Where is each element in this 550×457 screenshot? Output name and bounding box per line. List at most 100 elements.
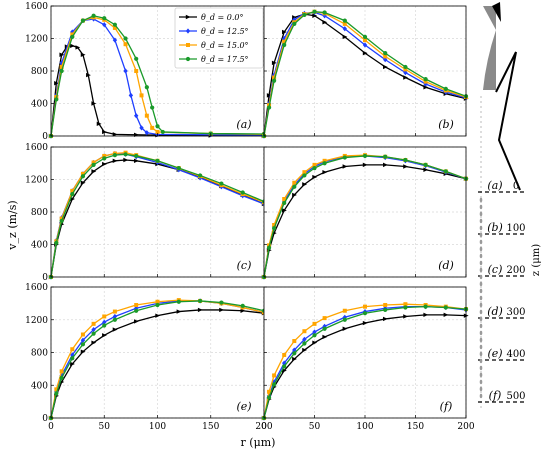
data-point xyxy=(312,166,317,171)
data-point xyxy=(302,170,307,175)
data-point xyxy=(383,51,388,56)
nozzle-inner-white xyxy=(483,6,496,90)
data-point xyxy=(403,164,408,169)
panel-label: (d) xyxy=(438,259,454,272)
series-3 xyxy=(261,304,469,421)
wall-profile-line xyxy=(495,51,521,191)
nozzle-diagram: (a) 0 (b) 100 (c) 200 (d) 300 (e) 400 (f) 500 xyxy=(478,2,527,410)
panel-f: 0 50 100 150 200 (f) xyxy=(261,286,475,432)
legend-box xyxy=(174,7,264,69)
data-point xyxy=(443,312,449,318)
data-point xyxy=(112,37,118,43)
y-tick-label: 800 xyxy=(31,208,48,218)
data-point xyxy=(80,18,86,23)
panel-e: 0 400 800 1200 1600 0 50 100 150 200 (e) xyxy=(25,283,273,432)
x-tick-label: 50 xyxy=(309,422,321,432)
droplet-shape xyxy=(479,253,483,259)
data-point xyxy=(112,22,117,27)
data-point xyxy=(302,173,307,178)
data-point xyxy=(70,192,75,197)
y-tick-label: 0 xyxy=(42,414,48,424)
x-tick-label: 0 xyxy=(261,422,267,432)
data-point xyxy=(75,45,81,50)
data-point xyxy=(282,200,287,206)
data-point xyxy=(80,349,86,354)
data-point xyxy=(312,329,317,335)
series-line xyxy=(50,16,265,137)
data-point xyxy=(134,113,139,119)
y-tick-label: 800 xyxy=(31,349,48,359)
station-value: 200 xyxy=(506,265,525,276)
data-point xyxy=(292,351,297,356)
data-point xyxy=(383,64,388,70)
data-point xyxy=(282,42,287,48)
data-point xyxy=(123,36,128,41)
data-point xyxy=(282,352,287,357)
data-point xyxy=(342,18,347,23)
data-point xyxy=(59,375,64,380)
droplet-shape xyxy=(479,365,483,371)
panel-c: 0 400 800 1200 1600 (c) xyxy=(25,143,267,283)
data-point xyxy=(312,174,318,180)
x-tick-label: 150 xyxy=(202,422,219,432)
data-point xyxy=(342,155,347,160)
data-point xyxy=(91,13,96,18)
data-point xyxy=(59,372,64,379)
data-point xyxy=(362,50,368,56)
data-point xyxy=(54,387,59,392)
droplet-shape xyxy=(479,316,483,322)
x-tick-label: 200 xyxy=(255,422,272,432)
data-point xyxy=(80,171,85,176)
data-point xyxy=(134,69,139,73)
station-value: 500 xyxy=(506,391,525,402)
droplet-shape xyxy=(479,393,483,399)
data-point xyxy=(219,300,224,305)
data-point xyxy=(267,389,272,394)
data-point xyxy=(383,162,388,168)
data-point xyxy=(272,78,277,83)
legend-label: θ_d = 15.0° xyxy=(201,41,249,50)
data-point xyxy=(362,153,368,159)
data-point xyxy=(54,97,59,102)
panel-d: (d) xyxy=(261,146,469,280)
x-tick-label: 150 xyxy=(407,422,424,432)
data-point xyxy=(342,34,348,40)
station-value: 0 xyxy=(513,181,519,192)
legend-marker xyxy=(185,28,191,34)
data-point xyxy=(80,332,85,337)
data-point xyxy=(383,303,388,308)
droplet-shape xyxy=(479,358,483,364)
data-point xyxy=(322,20,328,25)
series-line xyxy=(50,152,265,278)
data-point xyxy=(128,92,134,98)
series-line xyxy=(50,18,265,137)
series-line xyxy=(50,153,265,278)
data-point xyxy=(302,12,307,18)
data-point xyxy=(59,369,64,374)
data-point xyxy=(155,129,160,134)
data-point xyxy=(134,158,139,164)
droplet-shape xyxy=(479,204,483,210)
data-point xyxy=(423,77,428,82)
data-point xyxy=(197,307,203,313)
data-point xyxy=(96,121,102,127)
data-point xyxy=(322,326,327,331)
y-tick-label: 400 xyxy=(31,241,48,251)
y-tick-label: 400 xyxy=(31,100,48,110)
data-point xyxy=(112,327,118,332)
droplet-shape xyxy=(479,274,483,280)
droplet-shape xyxy=(479,379,483,385)
data-point xyxy=(139,93,144,98)
droplet-shape xyxy=(479,309,483,315)
data-point xyxy=(139,125,144,131)
data-point xyxy=(302,182,307,187)
data-point xyxy=(363,304,367,309)
data-point xyxy=(150,125,155,130)
data-point xyxy=(176,299,181,304)
data-point xyxy=(112,153,117,158)
data-point xyxy=(312,321,317,326)
data-point xyxy=(91,101,97,106)
data-point xyxy=(362,42,368,48)
droplet-shape xyxy=(479,337,483,343)
data-point xyxy=(423,85,429,90)
